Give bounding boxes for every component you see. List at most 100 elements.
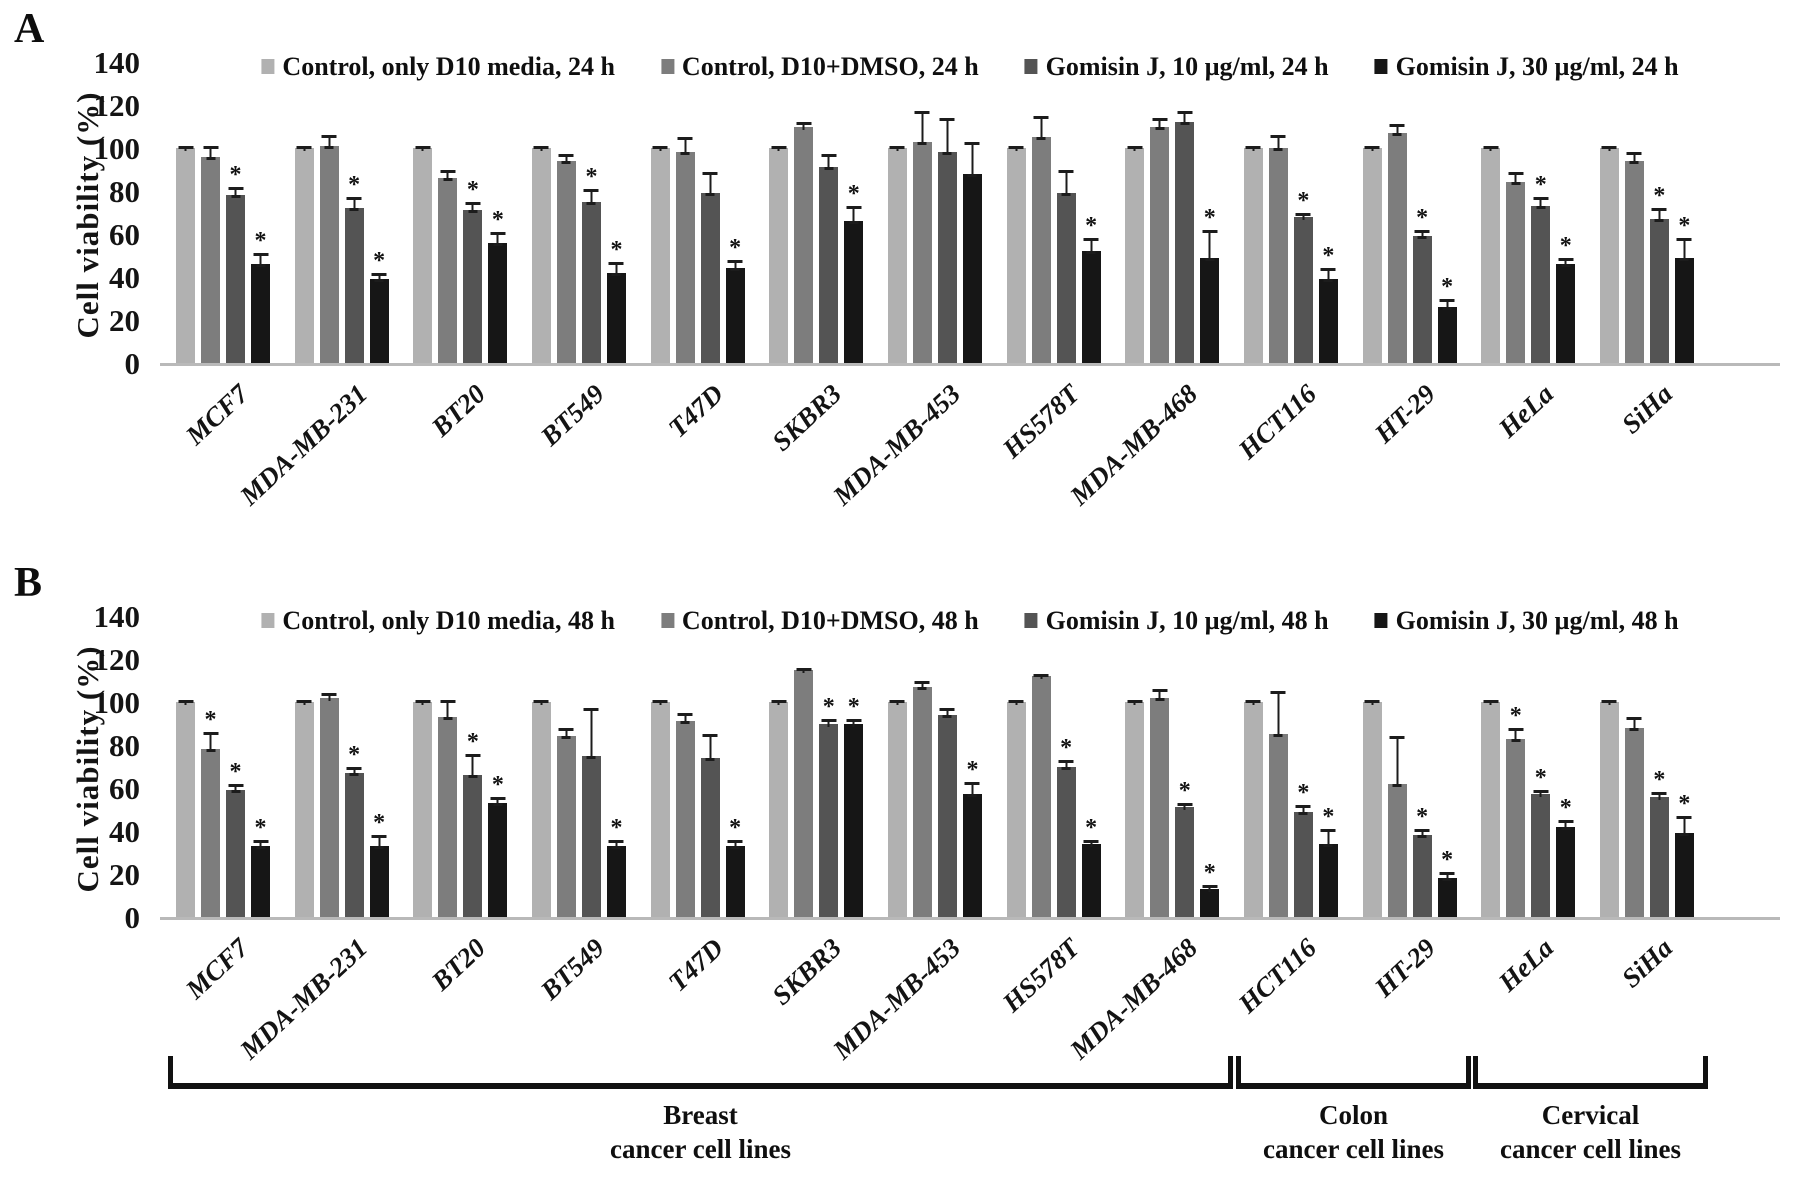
bar-slot bbox=[556, 616, 576, 917]
bar-HS578T-s1 bbox=[1006, 148, 1026, 363]
bar-slot bbox=[1506, 62, 1526, 363]
error-bar-line bbox=[1183, 803, 1186, 811]
bar-slot: * bbox=[1649, 62, 1669, 363]
error-bar bbox=[465, 753, 481, 779]
error-bar-base-cap bbox=[1442, 307, 1452, 311]
legend-a: Control, only D10 media, 24 h Control, D1… bbox=[261, 54, 1679, 80]
significance-asterisk: * bbox=[204, 707, 217, 734]
significance-asterisk: * bbox=[585, 163, 598, 190]
bar-BT20-s3 bbox=[463, 210, 483, 363]
significance-asterisk: * bbox=[1441, 846, 1454, 873]
bar-slot: * bbox=[488, 616, 508, 917]
bar-MDA-MB-468-s4 bbox=[1200, 889, 1220, 917]
bar-slot bbox=[794, 62, 814, 363]
error-bar-line bbox=[1421, 828, 1424, 839]
error-bar-cap bbox=[821, 719, 837, 723]
significance-asterisk: * bbox=[847, 694, 860, 721]
significance-asterisk: * bbox=[1178, 778, 1191, 805]
bar-slot: * bbox=[226, 62, 245, 363]
error-bar bbox=[1295, 805, 1311, 815]
y-tick-label-a-100: 100 bbox=[93, 131, 141, 166]
error-bar-line bbox=[378, 835, 381, 850]
error-bar-cap bbox=[1533, 790, 1549, 794]
bar-slot: * bbox=[463, 62, 483, 363]
error-bar-base-cap bbox=[349, 772, 359, 776]
error-bar bbox=[1177, 111, 1193, 126]
bar-HCT116-s2 bbox=[1268, 148, 1288, 363]
error-bar-cap bbox=[558, 154, 574, 158]
error-bar-cap bbox=[1508, 727, 1524, 731]
error-bar bbox=[490, 796, 506, 807]
error-bar-cap bbox=[1364, 699, 1380, 703]
error-bar-cap bbox=[178, 145, 193, 149]
bar-group-HS578T: * bbox=[1006, 62, 1101, 363]
category-bracket-breast bbox=[168, 1056, 1233, 1089]
bar-BT20-s1 bbox=[413, 702, 433, 917]
error-bar-cap bbox=[1601, 145, 1617, 149]
y-tick-label-b-120: 120 bbox=[93, 642, 141, 677]
bar-slot: * bbox=[725, 616, 745, 917]
bar-slot: * bbox=[1506, 616, 1526, 917]
error-bar-base-cap bbox=[443, 717, 453, 721]
error-bar-line bbox=[234, 783, 237, 794]
bar-HeLa-s1 bbox=[1481, 148, 1501, 363]
bar-slot bbox=[675, 616, 695, 917]
bar-MDA-MB-453-s4 bbox=[962, 794, 982, 917]
bracket-label-line1: Cervical bbox=[1541, 1100, 1640, 1130]
error-bar bbox=[440, 169, 456, 182]
error-bar-line bbox=[209, 732, 212, 753]
bar-slot: * bbox=[251, 62, 270, 363]
y-tick-label-a-80: 80 bbox=[109, 174, 140, 209]
bar-HeLa-s1 bbox=[1481, 702, 1501, 917]
error-bar-line bbox=[471, 201, 474, 214]
bar-group-HT-29: * * bbox=[1362, 62, 1457, 363]
bar-BT549-s3 bbox=[581, 755, 601, 917]
x-category-label-HCT116: HCT116 bbox=[1232, 378, 1323, 465]
bar-slot bbox=[438, 62, 458, 363]
bar-slot bbox=[1243, 62, 1263, 363]
significance-asterisk: * bbox=[1559, 232, 1572, 259]
bar-MCF7-s4 bbox=[251, 846, 270, 917]
bar-MDA-MB-231-s2 bbox=[319, 697, 339, 917]
bar-slot bbox=[1268, 62, 1288, 363]
bar-group-MDA-MB-231: * * bbox=[294, 62, 389, 363]
bar-slot: * bbox=[1081, 62, 1101, 363]
bar-SKBR3-s2 bbox=[794, 126, 814, 363]
bar-slot: * bbox=[463, 616, 483, 917]
x-category-label-MDA-MB-468: MDA-MB-468 bbox=[1064, 932, 1204, 1065]
bar-BT549-s3 bbox=[581, 201, 601, 363]
bar-slot: * bbox=[1649, 616, 1669, 917]
significance-asterisk: * bbox=[373, 247, 386, 274]
bar-BT549-s1 bbox=[531, 702, 551, 917]
error-bar-line bbox=[971, 781, 974, 798]
error-bar-line bbox=[1327, 268, 1330, 283]
error-bar-base-cap bbox=[586, 755, 596, 759]
bar-MDA-MB-231-s1 bbox=[294, 148, 314, 363]
error-bar-line bbox=[1564, 257, 1567, 268]
error-bar bbox=[1558, 257, 1574, 268]
error-bar-line bbox=[1446, 298, 1449, 311]
bar-group-BT20: * * bbox=[413, 616, 508, 917]
bar-HCT116-s3 bbox=[1293, 811, 1313, 917]
error-bar-base-cap bbox=[705, 193, 715, 197]
error-bar-line bbox=[565, 727, 568, 740]
bar-slot: * bbox=[1056, 616, 1076, 917]
bar-slot bbox=[1056, 62, 1076, 363]
bar-slot bbox=[294, 62, 314, 363]
y-tick-label-b-40: 40 bbox=[109, 814, 140, 849]
x-category-label-HS578T: HS578T bbox=[996, 932, 1086, 1018]
bar-slot: * bbox=[1556, 62, 1576, 363]
error-bar-base-cap bbox=[256, 264, 265, 268]
bar-SiHa-s2 bbox=[1624, 727, 1644, 917]
error-bar-base-cap bbox=[1298, 811, 1308, 815]
error-bar-base-cap bbox=[206, 749, 215, 753]
bracket-label-line2: cancer cell lines bbox=[1263, 1134, 1444, 1164]
error-bar-cap bbox=[939, 117, 955, 121]
error-bar-cap bbox=[178, 699, 193, 703]
error-bar-cap bbox=[203, 732, 218, 736]
bar-MDA-MB-453-s2 bbox=[912, 686, 932, 917]
significance-asterisk: * bbox=[373, 810, 386, 837]
error-bar bbox=[1033, 115, 1049, 141]
error-bar-line bbox=[1396, 736, 1399, 787]
x-category-label-HeLa: HeLa bbox=[1492, 378, 1560, 444]
